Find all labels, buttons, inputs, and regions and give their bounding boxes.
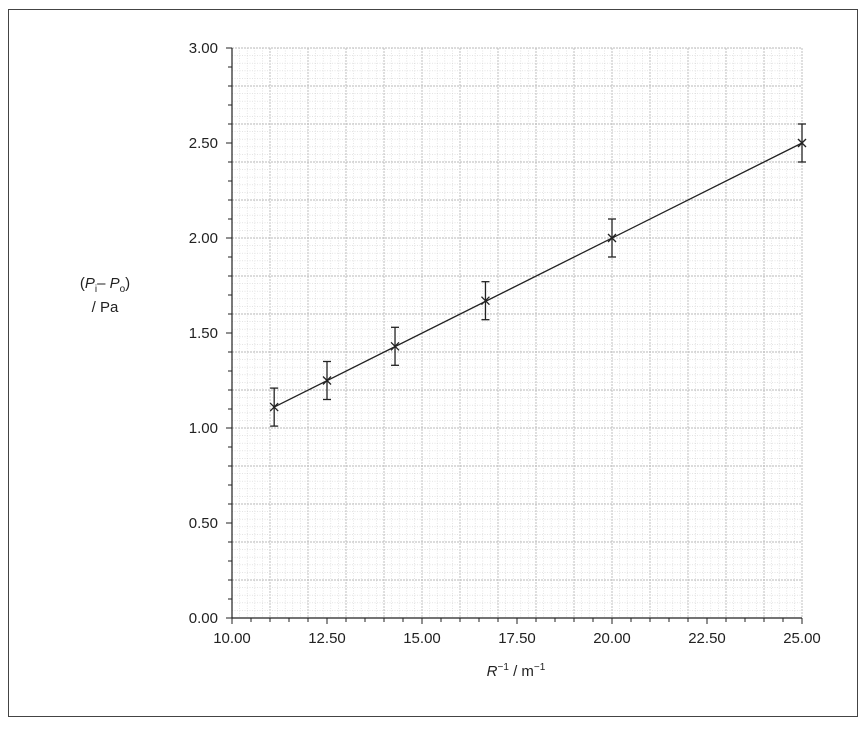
y-tick-label: 0.50	[189, 515, 218, 532]
data-point-marker	[797, 138, 807, 148]
best-fit-line	[273, 142, 803, 408]
y-tick-label: 2.00	[189, 230, 218, 247]
best-fit-line-group	[273, 142, 803, 408]
x-tick-label: 15.00	[403, 630, 441, 647]
y-tick-label: 0.00	[189, 610, 218, 627]
x-tick-label: 20.00	[593, 630, 631, 647]
data-point-marker	[322, 376, 332, 385]
y-tick-label: 2.50	[189, 135, 218, 152]
x-tick-label: 12.50	[308, 630, 346, 647]
data-point-marker	[481, 296, 490, 306]
x-tick-label: 10.00	[213, 630, 251, 647]
data-point-marker	[269, 402, 279, 412]
x-tick-labels: 10.00 12.50 15.00 17.50 20.00 22.50 25.00	[213, 630, 821, 647]
x-tick-label: 22.50	[688, 630, 726, 647]
y-tick-labels: 0.00 0.50 1.00 1.50 2.00 2.50 3.00	[189, 40, 218, 627]
figure-frame	[8, 9, 858, 717]
y-tick-label: 1.00	[189, 420, 218, 437]
x-tick-label: 17.50	[498, 630, 536, 647]
marker-stroke	[481, 296, 490, 306]
grid	[231, 47, 803, 619]
data-point-marker	[607, 233, 617, 243]
marker-stroke	[269, 402, 279, 412]
marker-stroke	[390, 341, 400, 351]
x-axis-label: R−1 / m−1	[487, 662, 546, 680]
axes	[226, 47, 803, 624]
marker-stroke	[607, 233, 617, 243]
data-points	[269, 123, 807, 427]
y-tick-label: 3.00	[189, 40, 218, 57]
y-axis-label-line2: / Pa	[92, 299, 119, 316]
data-point-marker	[390, 341, 400, 351]
marker-stroke	[797, 138, 807, 148]
marker-stroke	[322, 376, 332, 385]
y-axis-label-line1: (Pi– Po)	[80, 275, 130, 295]
x-tick-label: 25.00	[783, 630, 821, 647]
y-tick-label: 1.50	[189, 325, 218, 342]
